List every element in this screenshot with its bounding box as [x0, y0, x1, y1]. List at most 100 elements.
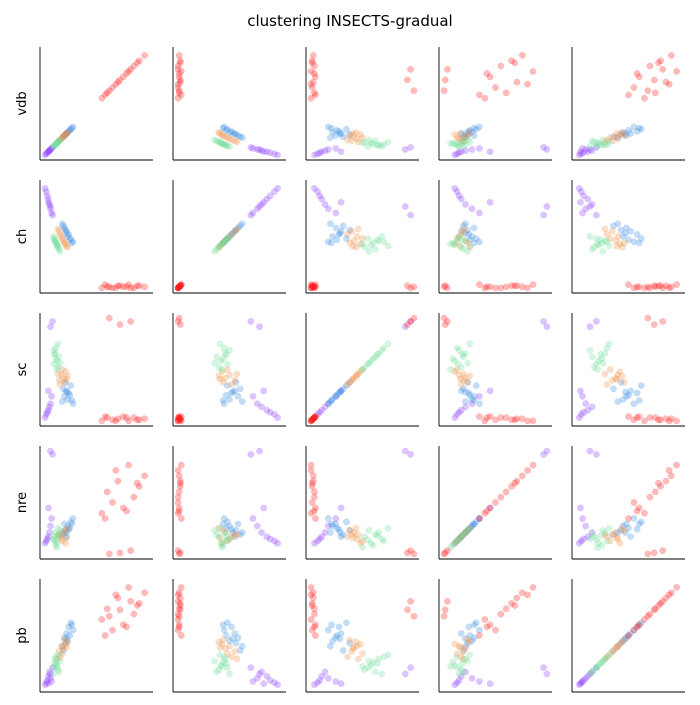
point-red-15 [403, 282, 411, 290]
point-orange-0 [55, 227, 63, 235]
point-orange-4 [56, 381, 64, 388]
point-blue-10 [68, 397, 76, 404]
point-violet-7 [486, 387, 494, 395]
point-violet-4 [321, 147, 329, 155]
point-green-1 [219, 239, 227, 247]
point-orange-2 [350, 644, 358, 652]
point-violet-7 [260, 504, 268, 512]
point-blue-10 [635, 397, 643, 404]
point-orange-1 [353, 642, 361, 650]
point-green-3 [375, 237, 383, 245]
point-green-4 [217, 662, 225, 669]
point-red-7 [308, 599, 316, 607]
point-violet-8 [540, 211, 548, 219]
point-blue-9 [617, 639, 625, 647]
point-red-14 [407, 284, 415, 292]
point-violet-4 [462, 529, 469, 536]
point-violet-6 [475, 515, 483, 522]
point-violet-5 [324, 522, 332, 530]
point-red-12 [308, 416, 316, 424]
point-orange-2 [221, 133, 229, 141]
point-red-15 [116, 282, 124, 290]
point-violet-9 [47, 146, 54, 153]
point-green-7 [365, 526, 373, 534]
point-orange-7 [219, 132, 227, 140]
point-green-3 [462, 141, 469, 149]
point-red-7 [176, 599, 184, 607]
point-red-3 [309, 415, 317, 423]
point-orange-5 [64, 638, 72, 646]
point-blue-1 [234, 392, 242, 400]
point-orange-6 [223, 537, 231, 545]
point-green-1 [598, 658, 606, 666]
point-green-11 [51, 236, 59, 244]
point-green-7 [365, 248, 373, 255]
point-violet-0 [274, 539, 282, 547]
point-blue-4 [637, 619, 645, 627]
point-orange-8 [601, 370, 609, 378]
point-red-9 [311, 515, 319, 522]
point-red-11 [175, 507, 183, 515]
point-green-2 [590, 363, 598, 371]
panel-pb-vs-nre [438, 579, 552, 693]
point-green-1 [449, 355, 457, 363]
point-blue-2 [627, 227, 635, 235]
point-green-10 [53, 139, 61, 147]
point-red-14 [174, 284, 182, 292]
point-orange-5 [215, 638, 223, 646]
point-blue-1 [60, 132, 68, 140]
point-red-12 [133, 282, 141, 290]
point-green-2 [457, 363, 465, 371]
point-red-11 [175, 414, 183, 422]
point-green-11 [51, 659, 59, 667]
point-blue-7 [459, 222, 467, 230]
point-red-3 [309, 282, 317, 290]
point-blue-10 [635, 520, 643, 528]
point-orange-2 [350, 237, 358, 245]
point-red-15 [403, 321, 411, 329]
point-violet-0 [310, 681, 318, 689]
point-green-2 [361, 243, 369, 251]
point-green-2 [215, 243, 223, 251]
point-red-2 [109, 499, 116, 506]
panel-ch-vs-sc [305, 180, 419, 294]
point-red-15 [116, 606, 124, 614]
point-red-11 [123, 283, 130, 291]
point-red-12 [176, 602, 184, 609]
point-orange-2 [462, 644, 469, 652]
point-blue-2 [337, 629, 345, 637]
point-violet-9 [586, 203, 594, 210]
point-orange-5 [618, 372, 626, 380]
point-orange-1 [614, 135, 622, 143]
point-blue-5 [619, 233, 627, 240]
point-blue-11 [336, 388, 344, 396]
panel-pb-vs-vdb [39, 579, 153, 693]
point-green-1 [369, 658, 377, 666]
point-red-6 [174, 414, 182, 422]
point-green-2 [457, 533, 465, 541]
point-blue-10 [470, 124, 478, 132]
point-green-9 [605, 340, 613, 348]
point-blue-9 [617, 378, 625, 386]
point-violet-5 [582, 522, 590, 530]
point-red-3 [513, 594, 521, 602]
point-green-11 [597, 351, 605, 358]
point-green-8 [455, 142, 463, 150]
point-red-0 [174, 417, 182, 425]
point-red-5 [125, 67, 133, 75]
point-red-6 [646, 610, 654, 618]
point-orange-9 [216, 643, 224, 651]
point-red-9 [101, 413, 109, 421]
point-blue-3 [465, 623, 473, 631]
point-orange-5 [618, 638, 626, 646]
point-blue-0 [58, 642, 66, 650]
point-orange-1 [353, 371, 361, 379]
point-green-5 [371, 668, 379, 676]
point-red-9 [177, 281, 185, 289]
point-orange-5 [352, 243, 360, 251]
point-blue-4 [637, 235, 645, 243]
point-orange-2 [221, 237, 229, 245]
point-violet-6 [332, 678, 340, 685]
point-violet-3 [318, 672, 326, 680]
point-red-4 [119, 413, 127, 421]
